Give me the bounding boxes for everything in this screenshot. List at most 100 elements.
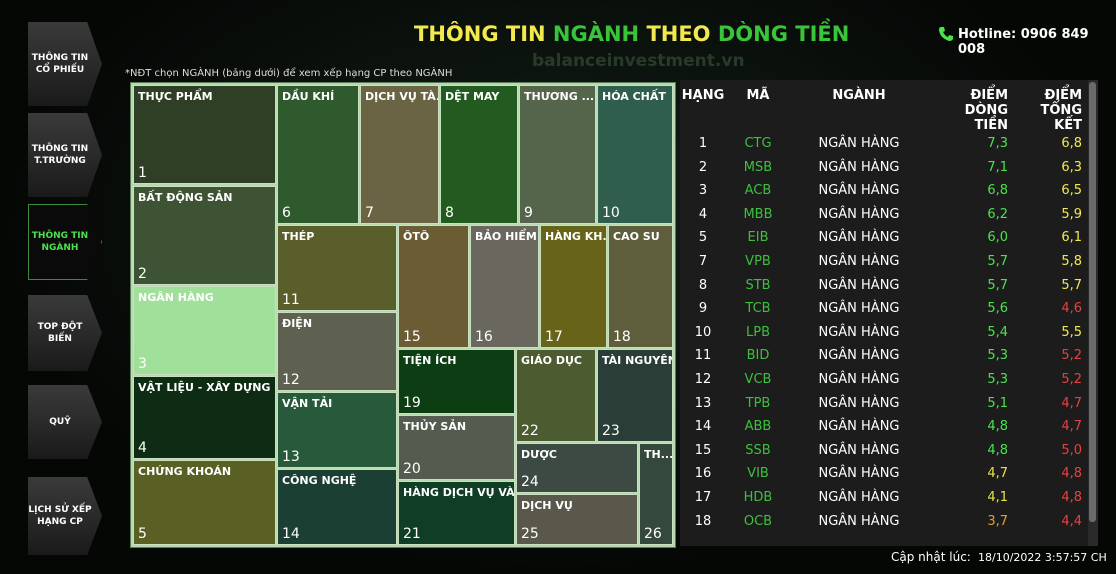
treemap-tile[interactable]: HÓA CHẤT 10 — [597, 85, 673, 224]
tile-label: THƯƠNG ... — [524, 90, 595, 103]
phone-icon — [939, 27, 953, 41]
nav-button[interactable]: QUỸ — [28, 385, 102, 459]
tile-rank: 22 — [521, 423, 539, 439]
table-cell: 17 — [694, 490, 712, 505]
treemap-tile[interactable]: GIÁO DỤC 22 — [516, 349, 596, 442]
tile-label: TIỆN ÍCH — [403, 354, 457, 367]
tile-rank: 15 — [403, 329, 421, 345]
table-cell: 4,7 — [1061, 395, 1082, 411]
table-cell: 4,7 — [1061, 419, 1082, 435]
tile-label: DƯỢC — [521, 448, 558, 461]
treemap-tile[interactable]: HÀNG KH... 17 — [540, 225, 607, 348]
treemap-tile[interactable]: TH... 26 — [639, 443, 673, 545]
table-cell: 15 — [694, 442, 712, 458]
tile-rank: 16 — [475, 329, 493, 345]
column-header: NGÀNH — [832, 88, 886, 103]
tile-rank: 17 — [545, 329, 563, 345]
treemap-tile[interactable]: DỊCH VỤ 25 — [516, 494, 638, 545]
table-cell: 5 — [698, 230, 708, 246]
table-cell: 6,8 — [1061, 136, 1082, 151]
table-cell: VPB — [745, 254, 771, 269]
table-cell: 3,7 — [987, 513, 1008, 529]
column-header: ĐIỂM TỔNG KẾT — [1040, 88, 1082, 133]
treemap-tile[interactable]: DỊCH VỤ TÀ... 7 — [360, 85, 439, 224]
table-cell: NGÂN HÀNG — [818, 230, 900, 246]
table-cell: 4 — [698, 206, 708, 222]
tile-label: CAO SU — [613, 230, 660, 243]
treemap-tile[interactable]: HÀNG DỊCH VỤ VÀ ... 21 — [398, 481, 515, 545]
table-cell: NGÂN HÀNG — [818, 348, 900, 364]
table-cell: 5,2 — [1061, 372, 1082, 387]
treemap-tile[interactable]: DẦU KHÍ 6 — [277, 85, 359, 224]
table-cell: NGÂN HÀNG — [818, 395, 900, 411]
nav-button[interactable]: LỊCH SỬ XẾP HẠNG CP — [28, 477, 102, 555]
table-cell: 4,7 — [987, 466, 1008, 482]
table-cell: 4,8 — [1061, 466, 1082, 482]
tile-rank: 23 — [602, 423, 620, 439]
nav-button[interactable]: TOP ĐỘT BIẾN — [28, 295, 102, 371]
treemap: THỰC PHẨM 1 BẤT ĐỘNG SẢN 2 NGÂN HÀNG 3 VẬT LIỆ… — [130, 82, 676, 548]
treemap-tile[interactable]: TIỆN ÍCH 19 — [398, 349, 515, 414]
treemap-tile[interactable]: ÔTÔ 15 — [398, 225, 469, 348]
treemap-tile[interactable]: ĐIỆN 12 — [277, 312, 397, 391]
table-cell: ACB — [744, 183, 772, 199]
treemap-tile[interactable]: CHỨNG KHOÁN 5 — [133, 460, 276, 545]
column-header: MÃ — [746, 88, 770, 103]
table-cell: STB — [745, 277, 771, 293]
update-time: 18/10/2022 3:57:57 CH — [978, 551, 1107, 564]
table-cell: NGÂN HÀNG — [818, 490, 900, 505]
treemap-tile[interactable]: BẢO HIỂM 16 — [470, 225, 539, 348]
tile-label: DẦU KHÍ — [282, 90, 335, 103]
table-cell: NGÂN HÀNG — [818, 206, 900, 222]
scrollbar-thumb[interactable] — [1089, 82, 1096, 522]
watermark: balanceinvestment.vn — [532, 51, 745, 71]
column-header: HẠNG — [681, 88, 725, 103]
table-cell: 5,8 — [1061, 254, 1082, 269]
treemap-tile[interactable]: TÀI NGUYÊN 23 — [597, 349, 673, 442]
table-cell: 5,5 — [1061, 324, 1082, 340]
table-cell: 6,2 — [987, 206, 1008, 222]
treemap-tile[interactable]: THÉP 11 — [277, 225, 397, 311]
table-cell: 11 — [694, 348, 712, 364]
table-cell: 4,4 — [1061, 513, 1082, 529]
table-cell: 6,8 — [987, 183, 1008, 199]
nav-button[interactable]: THÔNG TIN CỔ PHIẾU — [28, 22, 102, 106]
tile-label: TÀI NGUYÊN — [602, 354, 673, 367]
treemap-tile[interactable]: NGÂN HÀNG 3 — [133, 286, 276, 375]
nav-button[interactable]: THÔNG TIN NGÀNH — [28, 204, 102, 280]
table-cell: LPB — [745, 324, 770, 340]
nav-button[interactable]: THÔNG TIN T.TRƯỜNG — [28, 113, 102, 197]
note: *NĐT chọn NGÀNH (bảng dưới) để xem xếp h… — [125, 68, 453, 79]
treemap-tile[interactable]: THỰC PHẨM 1 — [133, 85, 276, 184]
hotline[interactable]: Hotline: 0906 849 008 — [958, 27, 1089, 57]
table-cell: 4,8 — [987, 442, 1008, 458]
treemap-tile[interactable]: CÔNG NGHỆ 14 — [277, 469, 397, 545]
tile-label: HÓA CHẤT — [602, 90, 666, 103]
treemap-tile[interactable]: THỦY SẢN 20 — [398, 415, 515, 480]
table-cell: 8 — [698, 277, 708, 293]
tile-rank: 3 — [138, 356, 147, 372]
treemap-tile[interactable]: CAO SU 18 — [608, 225, 673, 348]
treemap-tile[interactable]: BẤT ĐỘNG SẢN 2 — [133, 186, 276, 285]
tile-rank: 11 — [282, 292, 300, 308]
table-cell: 5,3 — [987, 372, 1008, 387]
treemap-tile[interactable]: VẬN TẢI 13 — [277, 392, 397, 468]
table-cell: 5,7 — [987, 254, 1008, 269]
tile-label: ÔTÔ — [403, 230, 430, 243]
tile-label: BẢO HIỂM — [475, 230, 537, 243]
table-cell: MSB — [743, 159, 773, 175]
table-cell: 7,3 — [987, 136, 1008, 151]
tile-label: VẬT LIỆU - XÂY DỰNG — [138, 381, 271, 394]
treemap-tile[interactable]: DƯỢC 24 — [516, 443, 638, 493]
table-cell: ABB — [744, 419, 772, 435]
tile-rank: 4 — [138, 440, 147, 456]
tile-label: TH... — [644, 448, 673, 461]
table-cell: NGÂN HÀNG — [818, 254, 900, 269]
treemap-tile[interactable]: DỆT MAY 8 — [440, 85, 518, 224]
tile-label: THỰC PHẨM — [138, 90, 213, 103]
table-cell: 5,7 — [1061, 277, 1082, 293]
treemap-tile[interactable]: VẬT LIỆU - XÂY DỰNG 4 — [133, 376, 276, 459]
table-cell: 6,5 — [1061, 183, 1082, 199]
treemap-tile[interactable]: THƯƠNG ... 9 — [519, 85, 596, 224]
tile-label: BẤT ĐỘNG SẢN — [138, 191, 233, 204]
